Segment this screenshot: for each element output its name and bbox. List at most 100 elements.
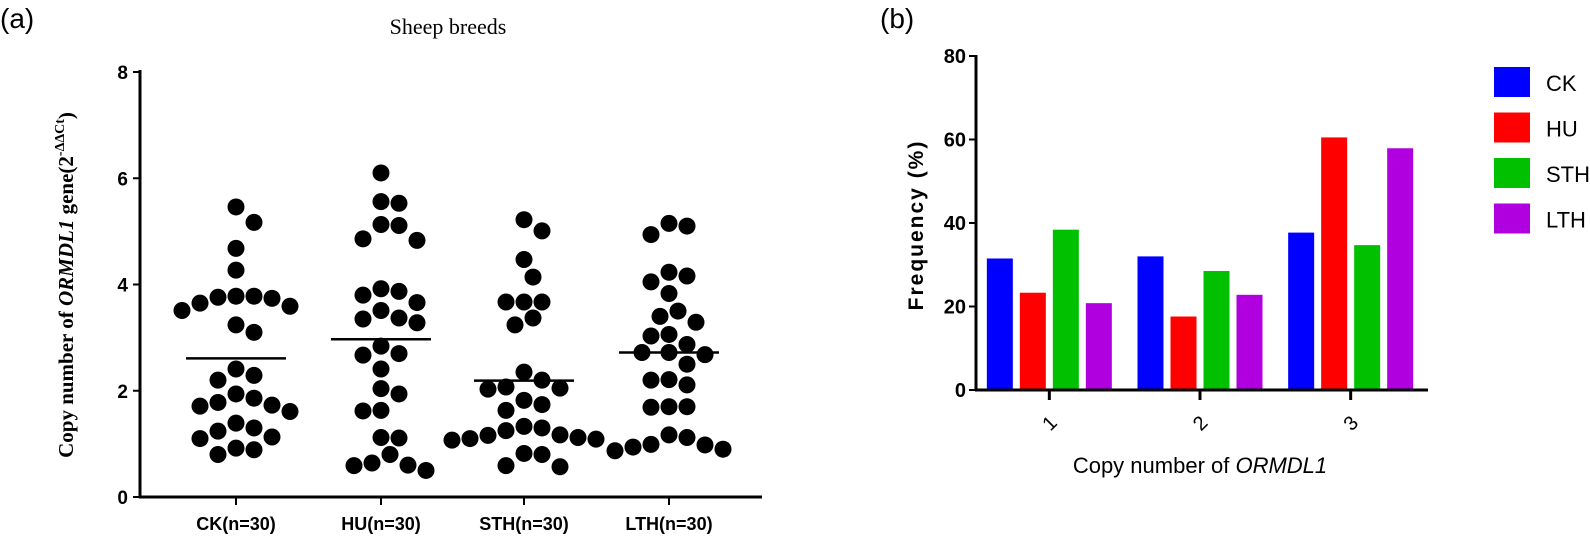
data-point-ck [263, 428, 281, 446]
data-point-hu [372, 401, 390, 419]
bar-hu-2 [1170, 316, 1197, 389]
y-tick-label: 0 [117, 488, 128, 509]
data-point-hu [354, 230, 372, 248]
ylabel-prefix: Copy number of [54, 306, 78, 458]
data-point-lth [642, 435, 660, 453]
data-point-hu [372, 337, 390, 355]
data-point-hu [408, 294, 426, 312]
legend-label-ck: CK [1546, 71, 1577, 96]
bar-lth-3 [1387, 148, 1414, 389]
data-point-hu [354, 286, 372, 304]
legend-label-sth: STH [1546, 162, 1590, 187]
data-point-sth [515, 444, 533, 462]
ylabel-close: ) [54, 112, 78, 119]
x-tick-label: CK(n=30) [196, 514, 276, 534]
data-point-hu [372, 380, 390, 398]
y-tick-label: 4 [117, 276, 128, 297]
data-point-sth [497, 457, 515, 475]
data-point-lth [651, 307, 669, 325]
data-point-lth [660, 325, 678, 343]
y-tick-label: 6 [117, 169, 128, 190]
data-point-sth [497, 378, 515, 396]
data-point-lth [642, 327, 660, 345]
y-tick-label: 0 [955, 380, 966, 402]
ylabel-gene: ORMDL1 [54, 220, 78, 306]
data-point-hu [390, 385, 408, 403]
data-point-sth [515, 251, 533, 269]
data-point-lth [714, 440, 732, 458]
panel-a-title: Sheep breeds [390, 14, 507, 39]
data-point-sth [497, 422, 515, 440]
data-point-hu [381, 446, 399, 463]
data-point-hu [408, 314, 426, 332]
data-point-ck [191, 430, 209, 448]
data-point-ck [191, 294, 209, 312]
xlabel-prefix: Copy number of [1073, 453, 1236, 478]
data-point-ck [263, 289, 281, 307]
y-tick-label: 20 [944, 297, 966, 319]
data-point-hu [390, 429, 408, 447]
legend-swatch-sth [1494, 158, 1530, 188]
data-point-lth [696, 436, 714, 454]
data-point-ck [173, 302, 191, 320]
data-point-lth [687, 313, 705, 331]
data-point-sth [515, 211, 533, 229]
data-point-lth [642, 398, 660, 416]
data-point-lth [678, 429, 696, 446]
bar-ck-2 [1137, 256, 1164, 389]
panel-b-y-axis-label: Frequency (%) [905, 140, 928, 311]
legend-swatch-ck [1494, 67, 1530, 97]
y-tick-label: 8 [117, 63, 128, 84]
x-tick-label: 3 [1340, 412, 1363, 435]
bar-sth-3 [1354, 245, 1381, 389]
data-point-ck [263, 396, 281, 414]
data-point-hu [390, 282, 408, 300]
data-point-ck [209, 422, 227, 440]
data-point-ck [281, 297, 299, 315]
data-point-ck [227, 198, 245, 216]
ylabel-suffix: gene(2 [54, 156, 78, 220]
y-tick-label: 80 [944, 46, 966, 68]
data-point-sth [587, 430, 605, 448]
data-point-sth [497, 293, 515, 311]
bar-lth-1 [1085, 303, 1112, 389]
data-point-lth [678, 217, 696, 235]
data-point-hu [372, 280, 390, 298]
y-tick-label: 60 [944, 130, 966, 152]
data-point-ck [245, 419, 263, 437]
data-point-lth [660, 371, 678, 389]
data-point-ck [209, 288, 227, 306]
panel-a-dots [173, 164, 732, 479]
panel-b-bars [986, 137, 1414, 389]
data-point-sth [443, 431, 461, 449]
data-point-sth [479, 380, 497, 398]
data-point-ck [245, 287, 263, 305]
data-point-lth [696, 346, 714, 364]
data-point-hu [354, 346, 372, 364]
data-point-ck [227, 360, 245, 378]
data-point-lth [678, 376, 696, 394]
xlabel-gene: ORMDL1 [1235, 453, 1327, 478]
data-point-lth [642, 371, 660, 389]
data-point-ck [209, 371, 227, 389]
panel-a-y-axis-label: Copy number of ORMDL1 gene(2-ΔΔCt) [53, 112, 78, 458]
data-point-lth [660, 398, 678, 416]
data-point-hu [372, 360, 390, 378]
data-point-lth [660, 263, 678, 281]
bar-ck-3 [1288, 232, 1315, 389]
bar-hu-1 [1019, 292, 1046, 389]
data-point-hu [354, 402, 372, 420]
data-point-ck [227, 439, 245, 457]
data-point-lth [678, 336, 696, 354]
data-point-sth [515, 417, 533, 435]
data-point-lth [678, 398, 696, 416]
data-point-hu [390, 309, 408, 327]
data-point-sth [515, 363, 533, 381]
data-point-lth [678, 355, 696, 373]
data-point-hu [372, 429, 390, 446]
data-point-ck [245, 323, 263, 341]
data-point-sth [533, 396, 551, 414]
bar-lth-2 [1236, 294, 1263, 389]
data-point-ck [191, 397, 209, 415]
